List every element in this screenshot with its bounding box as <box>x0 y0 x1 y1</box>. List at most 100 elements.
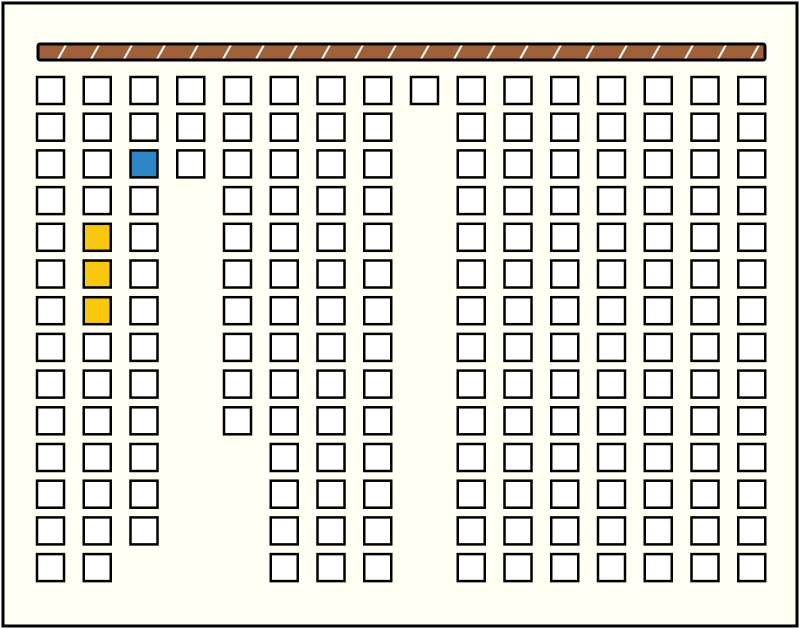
cell <box>222 185 253 216</box>
cell <box>363 369 393 399</box>
cell <box>737 552 767 583</box>
cell <box>269 185 299 216</box>
cell <box>82 112 112 142</box>
cell <box>503 369 533 399</box>
cell <box>550 406 580 436</box>
cell <box>643 149 673 179</box>
cell <box>550 295 580 326</box>
cell <box>596 406 627 436</box>
cell <box>596 516 627 546</box>
cell <box>503 516 533 546</box>
cell <box>550 332 580 363</box>
cell <box>596 75 627 106</box>
cell <box>690 406 720 436</box>
cell <box>737 295 767 326</box>
cell <box>737 75 767 106</box>
cell <box>690 222 720 253</box>
cell <box>222 222 253 253</box>
cell <box>363 406 393 436</box>
cell <box>596 222 627 253</box>
cell <box>456 295 486 326</box>
cell <box>269 332 299 363</box>
cell <box>363 185 393 216</box>
cell <box>503 259 533 289</box>
cell <box>737 332 767 363</box>
cell <box>737 222 767 253</box>
cell <box>269 406 299 436</box>
cell <box>316 442 346 473</box>
cell <box>550 479 580 509</box>
cell <box>269 516 299 546</box>
cell <box>82 442 112 473</box>
cell <box>456 552 486 583</box>
cell <box>363 552 393 583</box>
cell <box>550 442 580 473</box>
cell <box>550 222 580 253</box>
cell <box>82 516 112 546</box>
cell <box>35 406 66 436</box>
cell <box>456 332 486 363</box>
cell <box>643 259 673 289</box>
cell <box>269 552 299 583</box>
cell <box>456 516 486 546</box>
cell <box>456 406 486 436</box>
cell <box>550 149 580 179</box>
cell <box>35 295 66 326</box>
cell <box>316 222 346 253</box>
cell <box>409 75 440 106</box>
cell <box>129 406 159 436</box>
cell <box>363 295 393 326</box>
cell <box>82 406 112 436</box>
cell <box>596 369 627 399</box>
cell <box>550 112 580 142</box>
cell <box>35 149 66 179</box>
cell <box>222 369 253 399</box>
cell <box>35 332 66 363</box>
cell <box>269 479 299 509</box>
cell <box>129 185 159 216</box>
cell <box>643 332 673 363</box>
cell <box>35 222 66 253</box>
cell <box>129 75 159 106</box>
cell <box>690 185 720 216</box>
cell <box>503 222 533 253</box>
cell <box>35 185 66 216</box>
cell <box>456 112 486 142</box>
cell <box>176 112 206 142</box>
cell <box>456 442 486 473</box>
cell <box>690 149 720 179</box>
cell <box>363 332 393 363</box>
cell <box>35 369 66 399</box>
cell <box>737 479 767 509</box>
cell <box>269 295 299 326</box>
cell <box>222 295 253 326</box>
cell <box>129 112 159 142</box>
cell <box>503 552 533 583</box>
cell <box>363 222 393 253</box>
cell <box>35 75 66 106</box>
cell <box>456 185 486 216</box>
cell <box>550 369 580 399</box>
cell <box>456 369 486 399</box>
cell <box>316 295 346 326</box>
cell <box>737 442 767 473</box>
cell <box>690 442 720 473</box>
cell <box>690 75 720 106</box>
cell <box>690 552 720 583</box>
cell <box>269 112 299 142</box>
cell <box>82 479 112 509</box>
cell <box>737 369 767 399</box>
cell <box>596 552 627 583</box>
cell <box>643 479 673 509</box>
cell <box>596 442 627 473</box>
cell <box>269 442 299 473</box>
cell <box>456 259 486 289</box>
cell <box>550 516 580 546</box>
cell <box>503 442 533 473</box>
cell <box>129 222 159 253</box>
cell <box>596 185 627 216</box>
cell <box>690 479 720 509</box>
cell <box>129 479 159 509</box>
